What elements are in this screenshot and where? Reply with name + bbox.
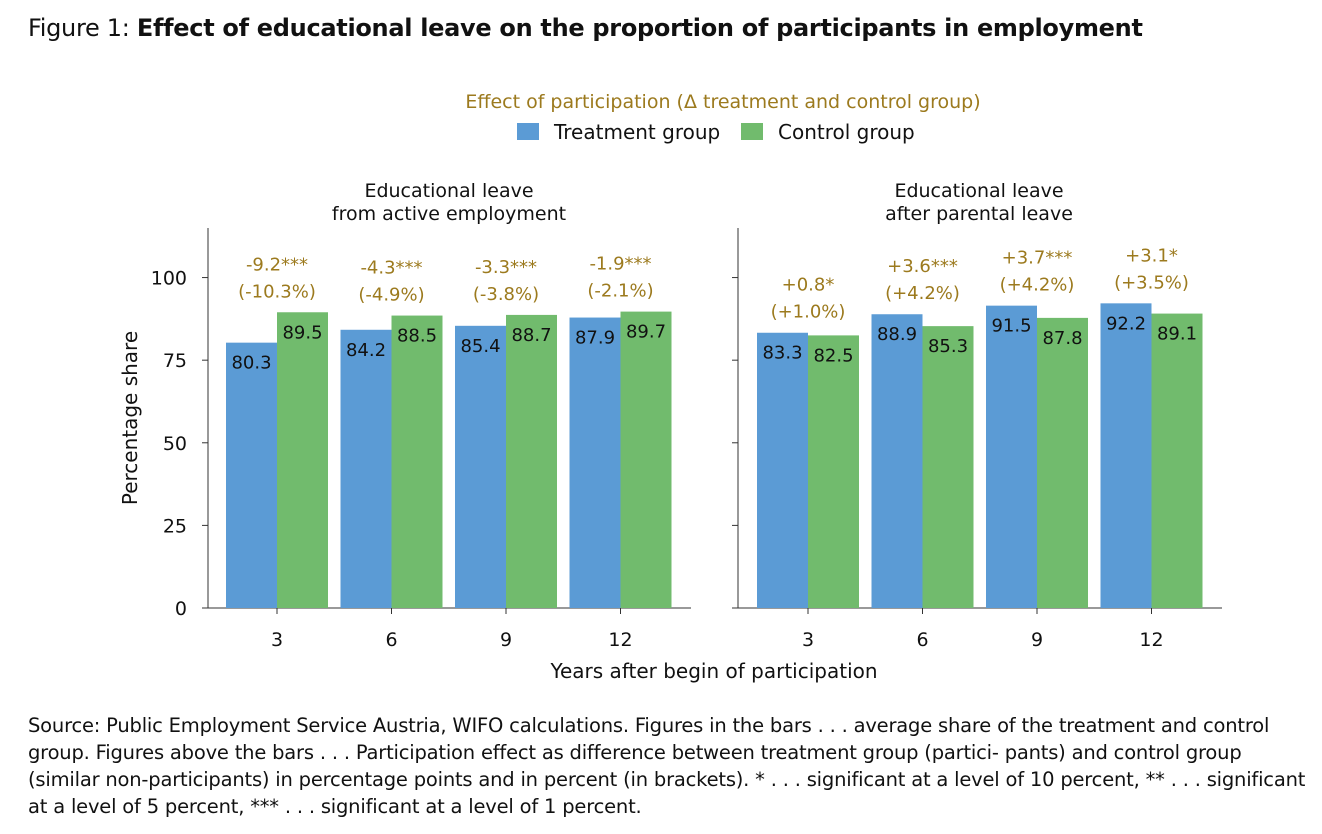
bar-treatment [1100, 303, 1152, 608]
legend-swatch-control [741, 123, 763, 140]
x-tick-label: 9 [500, 629, 512, 651]
y-tick-label: 75 [163, 350, 187, 372]
data-label-control: 85.3 [928, 336, 968, 357]
effect-pct-label: (+3.5%) [1114, 272, 1189, 293]
x-tick-label: 3 [271, 629, 283, 651]
data-label-treatment: 87.9 [575, 328, 615, 349]
data-label-treatment: 88.9 [877, 324, 917, 345]
effect-pct-label: (+4.2%) [885, 283, 960, 304]
effect-label: -4.3*** [360, 258, 422, 279]
bar-treatment [569, 317, 621, 608]
x-tick-label: 6 [385, 629, 397, 651]
bar-treatment [455, 325, 506, 608]
bar-control [1037, 317, 1088, 608]
effect-label: -9.2*** [246, 254, 308, 275]
x-tick-label: 12 [608, 629, 632, 651]
bar-control [1151, 313, 1203, 608]
bar-control [506, 314, 557, 608]
source-note: Source: Public Employment Service Austri… [28, 714, 1306, 818]
data-label-control: 87.8 [1042, 328, 1082, 349]
y-tick-label: 50 [163, 433, 187, 455]
x-tick-label: 3 [802, 629, 814, 651]
effect-pct-label: (-3.8%) [473, 284, 539, 305]
bar-treatment [757, 332, 808, 608]
data-label-control: 89.5 [282, 322, 322, 343]
bar-treatment [226, 342, 277, 608]
x-tick-label: 12 [1139, 629, 1163, 651]
panel-title: Educational leave [364, 180, 533, 202]
effect-pct-label: (-10.3%) [238, 281, 316, 302]
effect-pct-label: (+4.2%) [1000, 275, 1075, 296]
effect-label: +3.7*** [1002, 248, 1073, 269]
x-tick-label: 9 [1031, 629, 1043, 651]
data-label-control: 82.5 [813, 345, 853, 366]
data-label-control: 88.7 [511, 325, 551, 346]
figure-title-text: Effect of educational leave on the propo… [136, 14, 1143, 42]
data-label-treatment: 83.3 [762, 343, 802, 364]
bar-chart: Effect of participation (Δ treatment and… [118, 91, 1222, 683]
bar-treatment [871, 314, 923, 608]
data-label-control: 89.1 [1157, 324, 1197, 345]
legend-label-control: Control group [778, 120, 915, 144]
bar-control [620, 311, 672, 608]
x-tick-label: 6 [916, 629, 928, 651]
figure-prefix: Figure 1: [28, 14, 137, 42]
data-label-treatment: 85.4 [460, 336, 500, 357]
effect-pct-label: (+1.0%) [771, 302, 846, 323]
panel-title: Educational leave [894, 180, 1063, 202]
y-tick-label: 100 [151, 268, 187, 290]
data-label-treatment: 80.3 [231, 353, 271, 374]
effect-pct-label: (-2.1%) [587, 281, 653, 302]
bar-control [922, 326, 974, 608]
effect-label: +0.8* [782, 275, 835, 296]
figure-title: Figure 1: Effect of educational leave on… [28, 14, 1143, 42]
legend-swatch-treatment [517, 123, 539, 140]
y-tick-label: 0 [175, 598, 187, 620]
bar-treatment [986, 305, 1037, 608]
bar-treatment [340, 329, 392, 608]
effect-label: -1.9*** [589, 254, 651, 275]
data-label-treatment: 91.5 [991, 316, 1031, 337]
data-label-treatment: 92.2 [1106, 313, 1146, 334]
panel-title: from active employment [332, 203, 566, 225]
data-label-treatment: 84.2 [346, 340, 386, 361]
panel-title: after parental leave [885, 203, 1073, 225]
effect-label: +3.1* [1125, 245, 1178, 266]
legend-label-treatment: Treatment group [553, 120, 720, 144]
y-axis-label: Percentage share [118, 331, 142, 505]
chart-subtitle: Effect of participation (Δ treatment and… [465, 91, 980, 113]
bar-control [277, 312, 328, 608]
bar-control [391, 315, 443, 608]
data-label-control: 89.7 [626, 322, 666, 343]
effect-label: +3.6*** [887, 256, 958, 277]
y-tick-label: 25 [163, 515, 187, 537]
effect-pct-label: (-4.9%) [358, 285, 424, 306]
data-label-control: 88.5 [397, 326, 437, 347]
bar-control [808, 335, 859, 608]
x-axis-label: Years after begin of participation [549, 659, 877, 683]
effect-label: -3.3*** [475, 257, 537, 278]
